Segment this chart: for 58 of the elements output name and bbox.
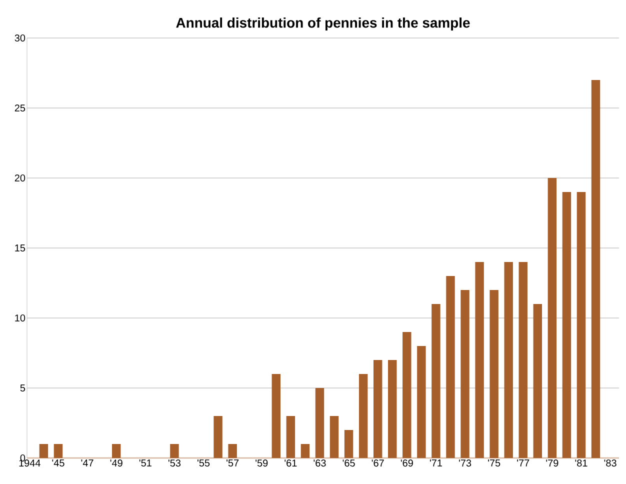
x-tick-label: '75	[488, 460, 500, 466]
y-tick-label: 15	[15, 244, 26, 252]
bar	[315, 388, 324, 458]
x-tick-label: 1944	[19, 460, 40, 467]
bar	[417, 346, 426, 458]
y-tick-label: 20	[14, 174, 26, 182]
x-tick-label: '61	[284, 460, 297, 467]
bar	[39, 444, 48, 458]
x-tick-label: '63	[314, 460, 326, 467]
bar	[330, 416, 339, 458]
bar	[402, 332, 412, 458]
bar	[300, 444, 310, 458]
x-tick-label: '83	[604, 460, 616, 467]
bar	[576, 192, 586, 458]
x-tick-label: '65	[342, 460, 355, 467]
x-tick-label: '51	[139, 460, 152, 466]
y-tick-label: 30	[14, 34, 26, 42]
bar	[214, 416, 222, 458]
x-tick-label: '77	[517, 460, 530, 466]
x-tick-label: '79	[546, 460, 558, 467]
bar	[358, 374, 368, 458]
x-tick-label: '69	[400, 460, 413, 467]
bar	[518, 262, 528, 458]
bar	[475, 262, 484, 458]
x-tick-label: '47	[81, 460, 94, 466]
bar	[533, 304, 542, 458]
bar	[446, 276, 455, 458]
bar	[170, 444, 179, 458]
x-tick-label: '73	[459, 460, 472, 467]
x-tick-label: '67	[372, 460, 384, 467]
y-tick-label: 25	[14, 104, 26, 112]
bar	[228, 444, 237, 458]
x-tick-label: '45	[52, 460, 64, 466]
x-tick-label: '49	[110, 460, 122, 467]
bar	[490, 290, 498, 458]
bar	[54, 444, 63, 458]
x-tick-label: '71	[430, 460, 442, 466]
bar	[432, 304, 440, 458]
bar	[272, 374, 281, 458]
x-tick-label: '55	[198, 460, 210, 466]
bar	[344, 430, 354, 458]
y-tick-label: 0	[20, 454, 26, 462]
y-tick-label: 10	[15, 314, 26, 322]
chart-title: Annual distribution of pennies in the sample	[176, 17, 470, 30]
bar	[388, 360, 397, 458]
bar	[460, 290, 470, 458]
bar	[504, 262, 513, 458]
bar	[373, 360, 382, 458]
y-tick-label: 5	[20, 384, 26, 392]
bar	[548, 178, 557, 458]
bar	[591, 80, 600, 458]
x-tick-label: '53	[168, 460, 181, 467]
x-tick-label: '59	[256, 460, 268, 467]
x-tick-label: '57	[226, 460, 239, 466]
bar	[112, 444, 121, 458]
bar	[562, 192, 572, 458]
x-tick-label: '81	[575, 460, 588, 467]
bar	[286, 416, 296, 458]
